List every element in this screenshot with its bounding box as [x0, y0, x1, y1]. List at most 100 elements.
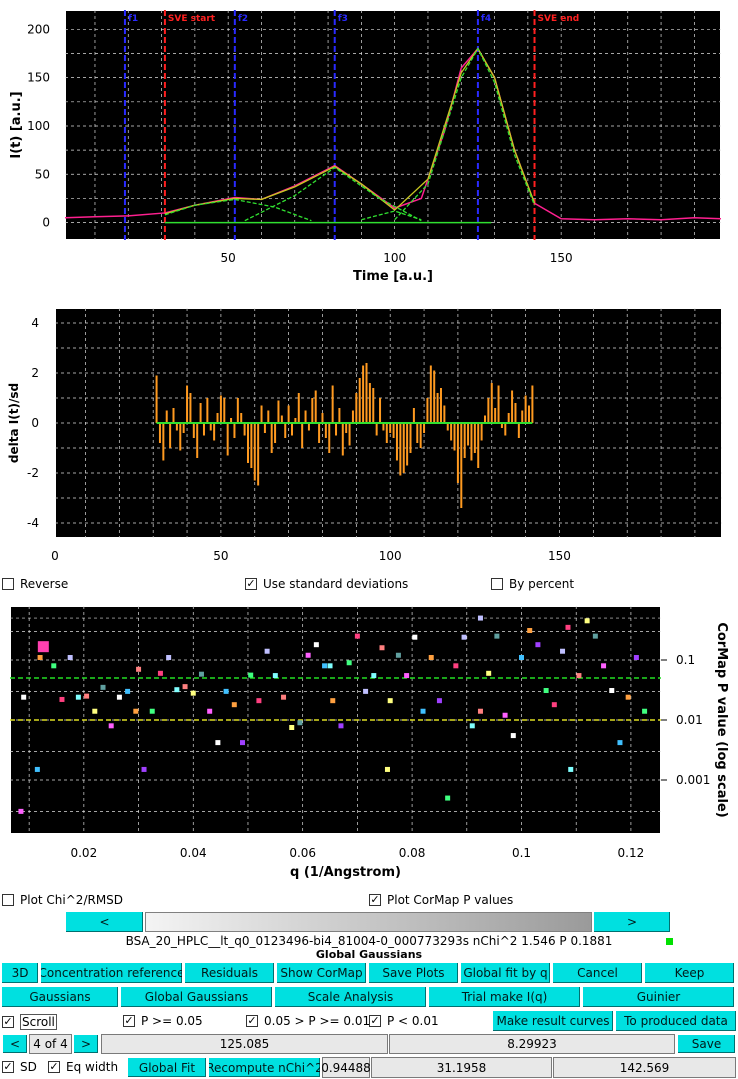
buttons_row1-button-4[interactable]: Save Plots	[368, 962, 459, 984]
cormap-point	[141, 766, 147, 772]
sd-checkbox[interactable]: ✓ SD	[2, 1060, 37, 1074]
x-tick-label: 0.06	[289, 846, 316, 860]
p-mid-checkbox[interactable]: ✓ 0.05 > P >= 0.01	[246, 1014, 370, 1028]
y-tick-label: 0	[31, 416, 39, 430]
marker-label-f1: f1	[128, 14, 138, 24]
cormap-point	[469, 723, 475, 729]
cormap-point	[305, 652, 311, 658]
cormap-point	[519, 655, 524, 661]
cormap-point	[67, 655, 73, 661]
eq-width-label: Eq width	[66, 1060, 119, 1074]
save-button[interactable]: Save	[677, 1034, 736, 1054]
cormap-point	[477, 615, 483, 621]
cormap-point	[248, 672, 254, 678]
cormap-point	[494, 633, 500, 639]
p-mid-checkbox-box[interactable]: ✓	[246, 1014, 258, 1027]
use-sd-checkbox[interactable]: ✓ Use standard deviations	[245, 577, 408, 591]
frame-scrollbar[interactable]	[145, 912, 592, 932]
selected-point[interactable]	[37, 641, 49, 653]
cormap-point	[565, 624, 571, 630]
p-low-checkbox[interactable]: ✓ P < 0.01	[369, 1014, 439, 1028]
cormap-point	[568, 766, 574, 772]
cormap-point	[412, 634, 418, 640]
cormap-point	[34, 766, 40, 772]
buttons_row1-button-2[interactable]: Residuals	[184, 962, 275, 984]
buttons_row1-button-7[interactable]: Keep	[644, 962, 735, 984]
buttons_row1-button-5[interactable]: Global fit by q	[460, 962, 551, 984]
cormap-point	[125, 688, 131, 694]
cormap-point	[223, 688, 229, 694]
x-tick-label: 0.08	[399, 846, 426, 860]
status-line: BSA_20_HPLC__lt_q0_0123496-bi4_81004-0_0…	[125, 934, 613, 948]
use-sd-checkbox-box[interactable]: ✓	[245, 577, 257, 590]
cormap-point	[21, 694, 27, 700]
cormap-point	[527, 628, 533, 634]
buttons_row1-button-1[interactable]: Concentration reference	[40, 962, 183, 984]
scroll-checkbox-box[interactable]: ✓	[2, 1015, 14, 1028]
reverse-checkbox-box[interactable]	[2, 578, 14, 590]
eq-width-checkbox[interactable]: ✓ Eq width	[48, 1060, 118, 1074]
value-field-2[interactable]: 8.29923	[389, 1034, 675, 1054]
residuals-plot[interactable]: 0 50 100 150 4 2 0 -2 -4 delta I(t)/sd	[0, 298, 738, 570]
buttons_row2-button-1[interactable]: Global Gaussians	[120, 986, 273, 1008]
cormap-point	[404, 673, 410, 679]
sd-checkbox-box[interactable]: ✓	[2, 1060, 14, 1073]
cormap-point	[543, 688, 549, 694]
next-frame-button[interactable]: >	[593, 911, 671, 933]
buttons_row2-button-4[interactable]: Guinier	[582, 986, 735, 1008]
cormap-point	[190, 690, 196, 696]
cormap-point	[174, 687, 180, 693]
recompute-nchi-button[interactable]: Recompute nChi^2	[208, 1057, 321, 1078]
buttons_row1-button-0[interactable]: 3D	[1, 962, 39, 984]
value-field-1[interactable]: 125.085	[101, 1034, 388, 1054]
to-produced-data-button[interactable]: To produced data	[615, 1010, 737, 1032]
buttons_row2-button-3[interactable]: Trial make I(q)	[428, 986, 581, 1008]
buttons_row1-button-3[interactable]: Show CorMap	[276, 962, 367, 984]
cormap-point	[313, 642, 319, 648]
cormap-point	[84, 693, 90, 699]
y-axis-label: I(t) [a.u.]	[9, 91, 24, 158]
plot-cormap-checkbox[interactable]: ✓ Plot CorMap P values	[369, 893, 513, 907]
plot-chi-checkbox[interactable]: Plot Chi^2/RMSD	[2, 893, 123, 907]
buttons_row2-button-2[interactable]: Scale Analysis	[274, 986, 427, 1008]
y-tick-label: 0.01	[676, 713, 703, 727]
x-tick-label: 150	[548, 549, 571, 563]
cormap-point	[18, 808, 24, 814]
p-high-checkbox-box[interactable]: ✓	[123, 1014, 135, 1027]
cormap-point	[363, 688, 369, 694]
value-field-4[interactable]: 31.1958	[371, 1057, 552, 1078]
cormap-point	[59, 696, 65, 702]
cormap-point	[322, 663, 328, 669]
cormap-point	[133, 708, 139, 714]
p-high-checkbox[interactable]: ✓ P >= 0.05	[123, 1014, 203, 1028]
p-low-checkbox-box[interactable]: ✓	[369, 1014, 381, 1027]
pager-next-button[interactable]: >	[73, 1034, 99, 1054]
eq-width-checkbox-box[interactable]: ✓	[48, 1060, 60, 1073]
cormap-point	[338, 723, 344, 729]
marker-label-f2: f2	[238, 14, 248, 24]
use-sd-label: Use standard deviations	[263, 577, 409, 591]
cormap-plot[interactable]: 0.02 0.04 0.06 0.08 0.1 0.12 0.1 0.01 0.001 q (1/…	[0, 598, 738, 886]
scroll-checkbox[interactable]: ✓ Scroll	[2, 1014, 57, 1030]
cormap-point	[116, 694, 122, 700]
plot-chi-checkbox-box[interactable]	[2, 894, 14, 906]
cormap-point	[100, 684, 106, 690]
reverse-checkbox[interactable]: Reverse	[2, 577, 68, 591]
make-result-curves-button[interactable]: Make result curves	[492, 1010, 614, 1032]
value-field-5[interactable]: 142.569	[553, 1057, 736, 1078]
y-tick-label: -2	[27, 466, 39, 480]
by-percent-checkbox[interactable]: By percent	[491, 577, 574, 591]
pager-prev-button[interactable]: <	[2, 1034, 28, 1054]
global-fit-button[interactable]: Global Fit	[127, 1057, 207, 1078]
cormap-point	[346, 660, 352, 666]
cormap-point	[428, 655, 434, 661]
buttons_row2-button-0[interactable]: Gaussians	[1, 986, 119, 1008]
y-axis-label: delta I(t)/sd	[7, 383, 21, 463]
cormap-point	[436, 698, 442, 704]
prev-frame-button[interactable]: <	[65, 911, 144, 933]
plot-cormap-checkbox-box[interactable]: ✓	[369, 893, 381, 906]
intensity-plot[interactable]: f1 SVE start f2 f3 f4 SVE end 50 100 150 0 50 100 15…	[0, 0, 738, 290]
by-percent-checkbox-box[interactable]	[491, 578, 503, 590]
value-field-3[interactable]: 0.94488	[321, 1057, 371, 1078]
buttons_row1-button-6[interactable]: Cancel	[552, 962, 643, 984]
